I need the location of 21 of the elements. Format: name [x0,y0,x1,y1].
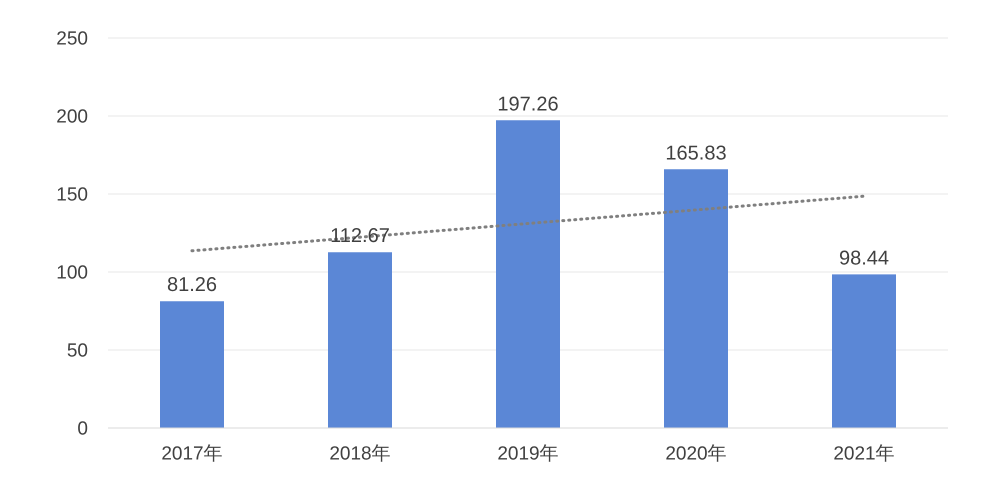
data-label: 197.26 [497,93,559,116]
y-tick-label: 100 [56,262,88,284]
x-tick-label: 2019年 [497,443,559,464]
bar [328,252,392,428]
y-tick-label: 250 [56,28,88,50]
bar [664,169,728,428]
bar [832,274,896,428]
data-label: 98.44 [838,247,890,270]
x-tick-label: 2020年 [665,443,727,464]
data-label: 81.26 [166,274,218,296]
x-tick-label: 2018年 [329,443,391,464]
y-tick-label: 200 [56,106,88,128]
y-tick-label: 150 [56,184,88,206]
bar [496,120,560,428]
x-tick-label: 2017年 [161,443,223,464]
y-tick-label: 50 [66,340,88,362]
bar [160,301,224,428]
line-series [190,194,866,252]
data-label: 165.83 [665,142,727,164]
x-tick-label: 2021年 [833,443,895,464]
y-tick-label: 0 [77,418,88,440]
